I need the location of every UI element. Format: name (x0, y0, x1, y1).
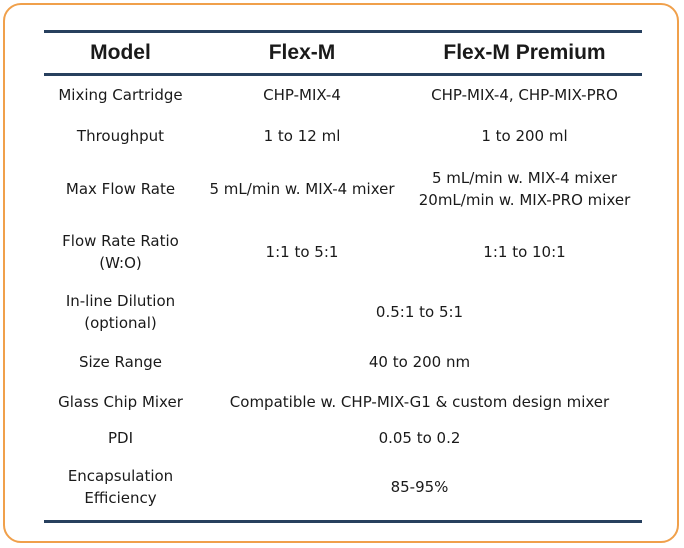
flex-m-value: CHP-MIX-4 (197, 75, 407, 115)
label-line: Mixing Cartridge (58, 86, 183, 105)
value-line: 85-95% (390, 477, 449, 496)
premium-value: 1 to 200 ml (407, 115, 642, 157)
row-label: In-line Dilution (optional) (44, 282, 197, 342)
premium-value: 1:1 to 10:1 (407, 222, 642, 282)
row-label: Flow Rate Ratio (W:O) (44, 222, 197, 282)
label-line: Glass Chip Mixer (58, 392, 183, 411)
flex-m-value: 1:1 to 5:1 (197, 222, 407, 282)
row-label: PDI (44, 422, 197, 454)
row-label: Glass Chip Mixer (44, 382, 197, 422)
label-line: Efficiency (84, 488, 157, 507)
shared-value: 40 to 200 nm (197, 342, 642, 382)
premium-value: CHP-MIX-4, CHP-MIX-PRO (407, 75, 642, 115)
label-line: (W:O) (99, 253, 142, 272)
label-line: In-line Dilution (65, 291, 176, 310)
value-line: CHP-MIX-4 (263, 86, 341, 105)
shared-value: 0.5:1 to 5:1 (197, 282, 642, 342)
row-size-range: Size Range 40 to 200 nm (44, 342, 642, 382)
value-line: 40 to 200 nm (368, 352, 471, 371)
row-label: Throughput (44, 115, 197, 157)
value-line: 1 to 12 ml (263, 126, 341, 145)
header-row: Model Flex-M Flex-M Premium (44, 30, 642, 76)
value-line: Compatible w. CHP-MIX-G1 & custom design… (229, 392, 610, 411)
row-flow-rate-ratio: Flow Rate Ratio (W:O) 1:1 to 5:1 1:1 to … (44, 222, 642, 282)
label-line: Max Flow Rate (65, 180, 176, 198)
label-line: Encapsulation (67, 466, 174, 485)
label-line: Flow Rate Ratio (62, 231, 179, 250)
row-label: Max Flow Rate (44, 157, 197, 222)
orange-frame (3, 3, 679, 543)
row-throughput: Throughput 1 to 12 ml 1 to 200 ml (44, 115, 642, 157)
row-label: Size Range (44, 342, 197, 382)
value-line: 20mL/min w. MIX-PRO mixer (418, 191, 631, 209)
row-max-flow-rate: Max Flow Rate 5 mL/min w. MIX-4 mixer 5 … (44, 157, 642, 222)
header-model: Model (44, 30, 197, 76)
label-line: (optional) (84, 313, 157, 332)
value-line: 0.5:1 to 5:1 (375, 302, 464, 321)
shared-value: Compatible w. CHP-MIX-G1 & custom design… (197, 382, 642, 422)
row-label: Mixing Cartridge (44, 75, 197, 115)
shared-value: 0.05 to 0.2 (197, 422, 642, 454)
row-mixing-cartridge: Mixing Cartridge CHP-MIX-4 CHP-MIX-4, CH… (44, 75, 642, 115)
flex-m-value: 1 to 12 ml (197, 115, 407, 157)
row-pdi: PDI 0.05 to 0.2 (44, 422, 642, 454)
value-line: 1:1 to 10:1 (483, 242, 566, 261)
premium-value: 5 mL/min w. MIX-4 mixer 20mL/min w. MIX-… (407, 157, 642, 222)
value-line: 0.05 to 0.2 (378, 428, 461, 447)
value-line: 5 mL/min w. MIX-4 mixer (209, 180, 395, 198)
row-label: Encapsulation Efficiency (44, 453, 197, 523)
value-line: 5 mL/min w. MIX-4 mixer (431, 169, 618, 187)
header-flex-m-premium: Flex-M Premium (407, 30, 642, 76)
spec-table: Model Flex-M Flex-M Premium Mixing Cartr… (44, 30, 642, 523)
label-line: Size Range (78, 352, 163, 371)
label-line: PDI (107, 428, 134, 447)
shared-value: 85-95% (197, 453, 642, 523)
row-in-line-dilution: In-line Dilution (optional) 0.5:1 to 5:1 (44, 282, 642, 342)
flex-m-value: 5 mL/min w. MIX-4 mixer (197, 157, 407, 222)
value-line: 1:1 to 5:1 (265, 242, 339, 261)
row-encapsulation-efficiency: Encapsulation Efficiency 85-95% (44, 453, 642, 523)
value-line: 1 to 200 ml (481, 126, 568, 145)
label-line: Throughput (76, 126, 165, 145)
row-glass-chip-mixer: Glass Chip Mixer Compatible w. CHP-MIX-G… (44, 382, 642, 422)
value-line: CHP-MIX-4, CHP-MIX-PRO (431, 86, 618, 105)
header-flex-m: Flex-M (197, 30, 407, 76)
